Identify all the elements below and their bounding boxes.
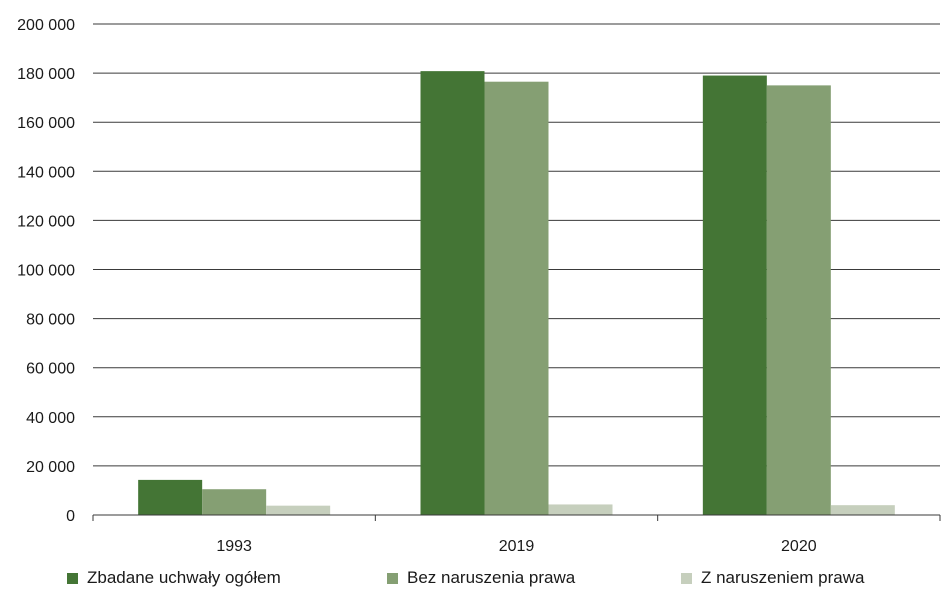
- x-tick-label: 2020: [781, 538, 817, 555]
- y-axis-tick-labels: 0 20 000 40 000 60 000 80 000 100 000 120 000 1…: [17, 17, 75, 525]
- bar: [138, 479, 203, 515]
- legend-item-bez-naruszenia: Bez naruszenia prawa: [387, 568, 575, 588]
- legend: Zbadane uchwały ogółem Bez naruszenia pr…: [0, 566, 944, 594]
- bar: [830, 505, 895, 515]
- legend-label-z-naruszeniem: Z naruszeniem prawa: [701, 568, 865, 587]
- legend-swatch-zbadane: [67, 572, 78, 584]
- x-axis: [92, 514, 941, 521]
- bar-chart: 0 20 000 40 000 60 000 80 000 100 000 120 000 1…: [17, 17, 941, 555]
- bar: [484, 81, 549, 515]
- y-tick-label: 120 000: [17, 213, 75, 230]
- bar: [202, 489, 267, 515]
- legend-item-zbadane: Zbadane uchwały ogółem: [67, 568, 281, 588]
- legend-item-z-naruszeniem: Z naruszeniem prawa: [681, 568, 864, 588]
- bar: [420, 71, 485, 516]
- bar: [266, 505, 331, 515]
- x-axis-tick-labels: 1993 2019 2020: [216, 538, 816, 555]
- y-tick-label: 160 000: [17, 115, 75, 132]
- legend-label-bez-naruszenia: Bez naruszenia prawa: [407, 568, 576, 587]
- y-tick-label: 140 000: [17, 164, 75, 181]
- legend-label-zbadane: Zbadane uchwały ogółem: [87, 568, 281, 587]
- y-tick-label: 200 000: [17, 17, 75, 34]
- bar: [766, 85, 831, 515]
- y-tick-label: 80 000: [26, 312, 75, 329]
- legend-swatch-bez-naruszenia: [387, 572, 398, 584]
- y-tick-label: 180 000: [17, 66, 75, 83]
- y-tick-label: 20 000: [26, 459, 75, 476]
- x-tick-label: 1993: [216, 538, 252, 555]
- bar: [702, 75, 767, 516]
- y-tick-label: 100 000: [17, 263, 75, 280]
- bar: [548, 504, 613, 515]
- legend-swatch-z-naruszeniem: [681, 572, 692, 584]
- y-tick-label: 0: [66, 508, 75, 525]
- y-tick-label: 60 000: [26, 361, 75, 378]
- y-tick-label: 40 000: [26, 410, 75, 427]
- bars: [138, 71, 895, 516]
- x-tick-label: 2019: [499, 538, 535, 555]
